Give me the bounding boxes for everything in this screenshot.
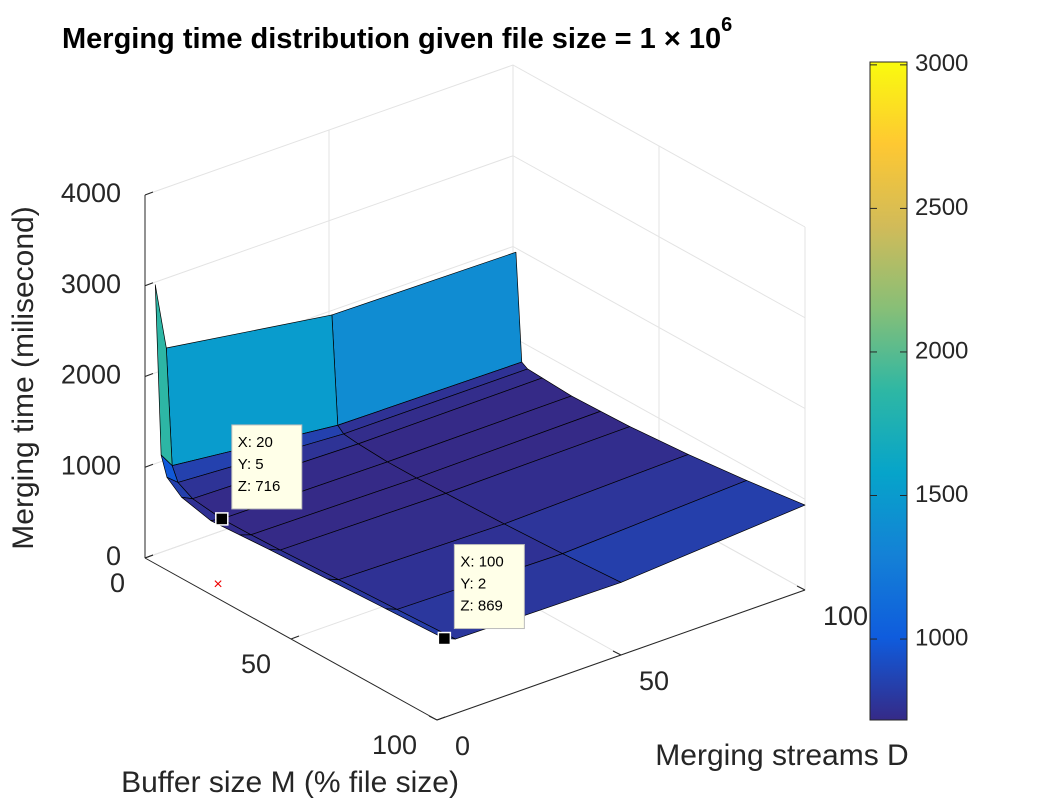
datatip-text: X: 100 — [460, 554, 503, 571]
datatip: X: 20 Y: 5 Z: 716 — [215, 424, 303, 526]
z-tick-label: 4000 — [61, 178, 121, 208]
colorbar-tick-label: 1000 — [915, 624, 968, 651]
grid-line — [144, 64, 806, 228]
x-tick — [436, 716, 446, 721]
title-text: Merging time distribution given file siz… — [62, 23, 721, 55]
datatip-text: Z: 716 — [238, 478, 281, 495]
colorbar-tick-label: 2000 — [915, 337, 968, 364]
y-tick-label: 100 — [823, 601, 868, 631]
title-exponent: 6 — [721, 14, 732, 36]
colorbar-tick-label: 3000 — [915, 50, 968, 77]
chart-title: Merging time distribution given file siz… — [62, 14, 732, 54]
datatip-text: Y: 2 — [460, 576, 486, 593]
z-tick — [144, 282, 154, 287]
z-tick — [144, 463, 154, 468]
x-tick-label: 0 — [110, 568, 125, 598]
y-tick — [612, 650, 622, 656]
z-axis-label: Merging time (milisecond) — [7, 206, 40, 549]
x-tick — [144, 554, 154, 559]
y-axis-label: Merging streams D — [655, 739, 908, 772]
y-tick — [796, 585, 806, 591]
y-tick — [428, 715, 438, 721]
colorbar-tick-label: 2500 — [915, 194, 968, 221]
x-axis-label: Buffer size M (% file size) — [121, 766, 459, 799]
colorbar-tick-label: 1500 — [915, 481, 968, 508]
z-tick-label: 3000 — [61, 269, 121, 299]
datatip-text: X: 20 — [238, 434, 273, 451]
x-tick-label: 50 — [241, 649, 271, 679]
marker-cross: × — [213, 576, 222, 593]
z-tick-label: 0 — [106, 541, 121, 571]
z-tick-label: 2000 — [61, 360, 121, 390]
datatip-text: Y: 5 — [238, 456, 264, 473]
datatip: X: 100 Y: 2 Z: 869 — [437, 544, 525, 646]
datatip-box — [231, 424, 303, 510]
y-tick-label: 0 — [455, 731, 470, 761]
colorbar — [869, 61, 908, 721]
surface-face — [385, 608, 456, 640]
z-tick-label: 1000 — [61, 450, 121, 480]
datatip-marker — [215, 512, 229, 526]
datatip-marker — [437, 631, 452, 646]
z-tick — [144, 373, 154, 377]
datatip-box — [453, 544, 525, 630]
y-tick-label: 50 — [639, 666, 669, 696]
x-tick-label: 100 — [372, 730, 417, 760]
datatip-text: Z: 869 — [460, 598, 503, 615]
x-tick — [290, 635, 300, 640]
z-tick — [144, 191, 154, 196]
